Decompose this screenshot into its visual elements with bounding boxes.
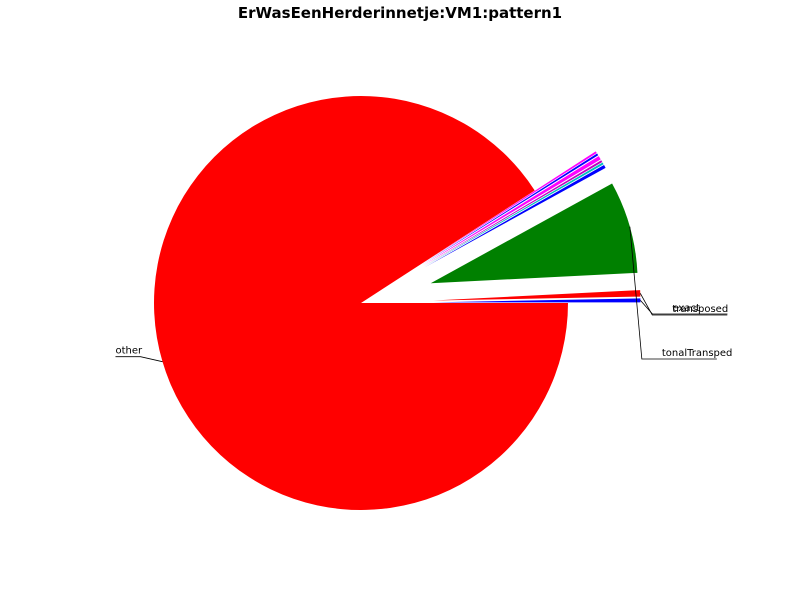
pie-slices: [154, 95, 641, 510]
pie-slice-tonalTransped: [430, 183, 638, 284]
leader-line-exact: [640, 300, 728, 315]
slice-label-tonalTransped: tonalTransped: [662, 348, 733, 359]
pie-slice-slice-8: [421, 151, 597, 264]
pie-slice-other: [154, 95, 568, 510]
leader-line-tonalTransped: [629, 226, 717, 360]
pie-slice-slice-5: [423, 160, 603, 267]
pie-slice-transposed: [433, 290, 641, 301]
slice-label-exact: exact: [672, 303, 700, 314]
pie-slice-slice-4: [423, 162, 604, 267]
pie-slice-slice-7: [422, 153, 599, 265]
pie-slice-slice-6: [422, 156, 601, 266]
slice-label-transposed: transposed: [672, 304, 728, 315]
pie-slice-slice-3: [424, 165, 606, 268]
chart-title: ErWasEenHerderinnetje:VM1:pattern1: [238, 4, 562, 22]
leader-line-other: [115, 356, 163, 363]
leader-line-transposed: [639, 293, 728, 316]
pie-slice-exact: [433, 298, 641, 303]
slice-label-other: other: [115, 346, 143, 357]
